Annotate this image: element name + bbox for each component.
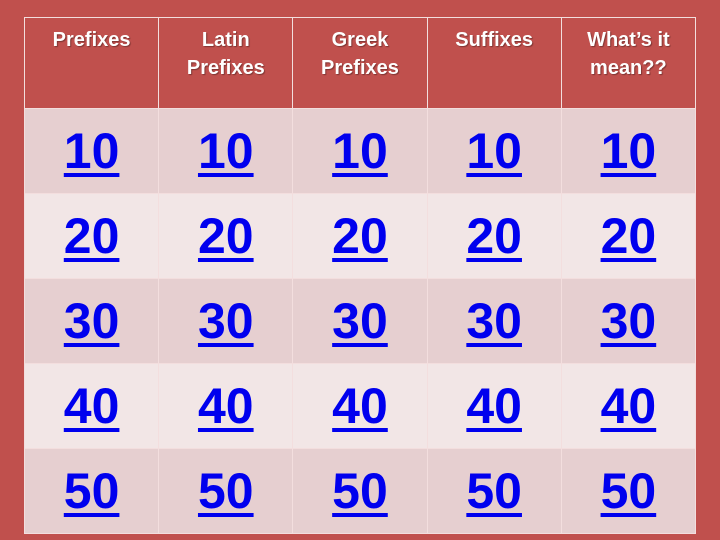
- board-cell: 30: [292, 278, 428, 364]
- board-cell: 50: [292, 448, 428, 534]
- question-link-3-50[interactable]: 50: [332, 463, 388, 519]
- question-link-3-20[interactable]: 20: [332, 208, 388, 264]
- question-link-4-40[interactable]: 40: [466, 378, 522, 434]
- question-link-2-40[interactable]: 40: [197, 378, 254, 434]
- board-cell: 30: [560, 278, 697, 364]
- board-cell: 40: [23, 363, 160, 449]
- board-cell: 10: [23, 108, 160, 194]
- category-line1: Greek: [331, 29, 389, 51]
- question-link-4-20[interactable]: 20: [466, 208, 522, 264]
- category-line1: What’s it: [587, 29, 670, 51]
- question-link-2-10[interactable]: 10: [197, 123, 254, 179]
- point-row: 30 30 30 30 30: [23, 278, 697, 364]
- point-row: 10 10 10 10 10: [23, 108, 697, 194]
- board-cell: 20: [158, 193, 294, 279]
- category-line2: Prefixes: [186, 57, 265, 79]
- question-link-2-30[interactable]: 30: [197, 293, 254, 349]
- question-link-2-50[interactable]: 50: [197, 463, 254, 519]
- question-link-3-10[interactable]: 10: [332, 123, 388, 179]
- question-link-4-30[interactable]: 30: [466, 293, 522, 349]
- board-cell: 10: [292, 108, 428, 194]
- point-row: 40 40 40 40 40: [23, 363, 697, 449]
- board-cell: 30: [158, 278, 294, 364]
- board-cell: 20: [426, 193, 562, 279]
- category-line1: Suffixes: [455, 29, 534, 51]
- category-header: Suffixes: [426, 17, 562, 109]
- category-line1: Prefixes: [52, 29, 131, 51]
- board-cell: 40: [426, 363, 562, 449]
- category-header: Prefixes: [23, 17, 160, 109]
- category-line2: Prefixes: [321, 57, 399, 79]
- question-link-5-50[interactable]: 50: [600, 463, 657, 519]
- board-cell: 20: [23, 193, 160, 279]
- board-cell: 40: [292, 363, 428, 449]
- category-header: What’s it mean??: [560, 17, 697, 109]
- board-cell: 40: [560, 363, 697, 449]
- question-link-1-40[interactable]: 40: [63, 378, 120, 434]
- question-link-1-20[interactable]: 20: [63, 208, 120, 264]
- category-header: Latin Prefixes: [158, 17, 294, 109]
- board-cell: 50: [158, 448, 294, 534]
- question-link-2-20[interactable]: 20: [197, 208, 254, 264]
- question-link-5-30[interactable]: 30: [600, 293, 657, 349]
- board-cell: 10: [560, 108, 697, 194]
- question-link-3-30[interactable]: 30: [332, 293, 388, 349]
- question-link-1-10[interactable]: 10: [63, 123, 120, 179]
- board-cell: 30: [426, 278, 562, 364]
- category-line2: mean??: [590, 57, 667, 79]
- question-link-5-20[interactable]: 20: [600, 208, 657, 264]
- board-cell: 50: [560, 448, 697, 534]
- category-header-row: Prefixes Latin Prefixes Greek Prefixes Suffix…: [23, 17, 697, 109]
- question-link-4-10[interactable]: 10: [466, 123, 522, 179]
- board-cell: 10: [158, 108, 294, 194]
- question-link-1-50[interactable]: 50: [63, 463, 120, 519]
- category-header: Greek Prefixes: [292, 17, 428, 109]
- board-cell: 50: [23, 448, 160, 534]
- board-cell: 30: [23, 278, 160, 364]
- point-row: 20 20 20 20 20: [23, 193, 697, 279]
- board-cell: 40: [158, 363, 294, 449]
- category-line1: Latin: [201, 29, 250, 51]
- point-row: 50 50 50 50 50: [23, 448, 697, 534]
- question-link-1-30[interactable]: 30: [63, 293, 120, 349]
- game-board: Prefixes Latin Prefixes Greek Prefixes Suffix…: [23, 17, 697, 534]
- question-link-3-40[interactable]: 40: [332, 378, 388, 434]
- board-cell: 10: [426, 108, 562, 194]
- board-cell: 20: [292, 193, 428, 279]
- question-link-5-10[interactable]: 10: [600, 123, 657, 179]
- board-cell: 20: [560, 193, 697, 279]
- question-link-4-50[interactable]: 50: [466, 463, 522, 519]
- board-cell: 50: [426, 448, 562, 534]
- question-link-5-40[interactable]: 40: [600, 378, 657, 434]
